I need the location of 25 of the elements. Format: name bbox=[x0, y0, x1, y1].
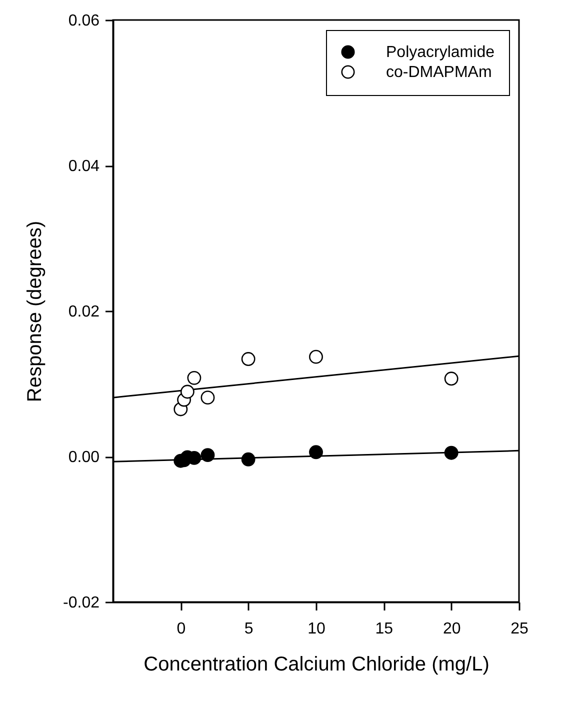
point bbox=[309, 350, 323, 364]
point bbox=[241, 452, 256, 466]
legend-label: co-DMAPMAm bbox=[386, 64, 492, 81]
y-tick-label: 0.00 bbox=[68, 449, 100, 466]
x-axis-title: Concentration Calcium Chloride (mg/L) bbox=[144, 654, 490, 676]
point bbox=[200, 390, 215, 405]
x-tick-label: 25 bbox=[510, 620, 528, 638]
point bbox=[309, 445, 323, 460]
x-tick-label: 0 bbox=[176, 620, 186, 638]
point bbox=[200, 448, 215, 462]
legend-label: Polyacrylamide bbox=[386, 44, 495, 61]
x-tick-label: 5 bbox=[244, 620, 254, 638]
y-axis-title: Response (degrees) bbox=[24, 220, 46, 402]
y-tick-label: -0.02 bbox=[63, 594, 100, 612]
point bbox=[187, 370, 202, 385]
x-tick-label: 15 bbox=[375, 620, 394, 638]
point bbox=[444, 372, 458, 386]
point bbox=[241, 352, 256, 366]
y-tick-label: 0.02 bbox=[68, 304, 100, 320]
point bbox=[444, 446, 458, 460]
x-tick-label: 20 bbox=[442, 620, 461, 638]
y-tick-label: 0.04 bbox=[68, 158, 100, 175]
x-tick-label: 10 bbox=[308, 620, 326, 638]
y-tick-label: 0.06 bbox=[68, 12, 100, 30]
point bbox=[180, 384, 194, 399]
